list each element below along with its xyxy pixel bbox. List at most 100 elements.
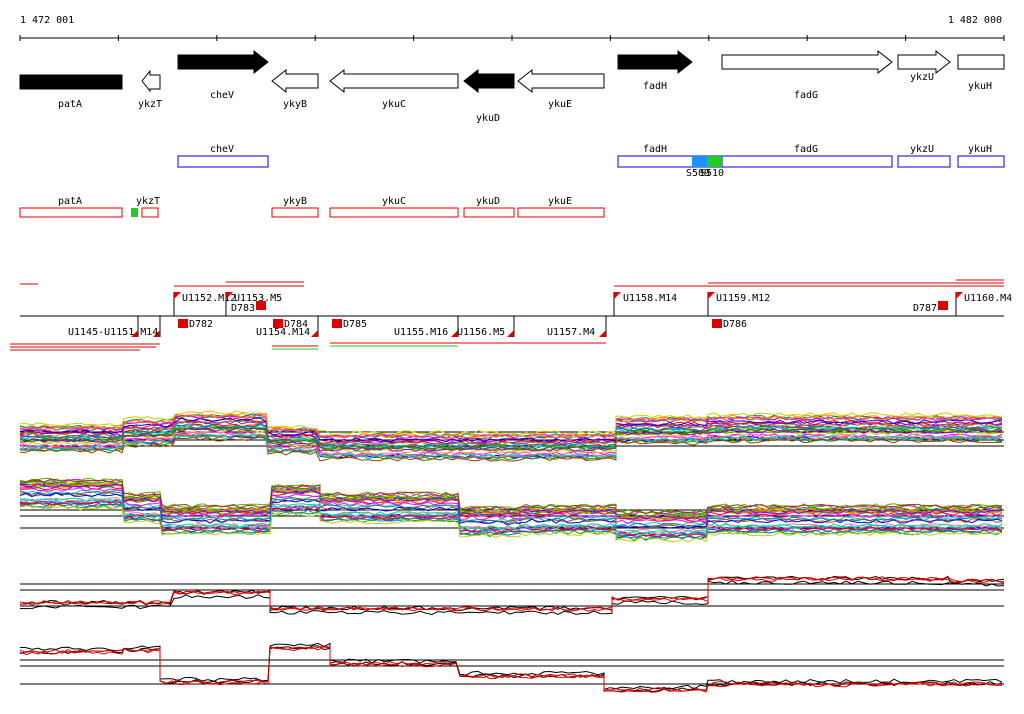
terminator-label[interactable]: D782	[189, 319, 213, 330]
forward-annotation-track: cheV fadH fadG ykzU ykuH S509 S510	[177, 144, 1005, 179]
terminator-label[interactable]: D787	[913, 303, 937, 314]
tu-span-lines	[10, 279, 1004, 351]
blue-box-cheV[interactable]	[177, 155, 269, 168]
tu-label-upper[interactable]: U1152.M12	[182, 293, 236, 304]
terminator-box[interactable]	[712, 319, 722, 328]
expression-profile-line	[19, 487, 1003, 525]
tu-label-lower[interactable]: U1156.M5	[457, 327, 505, 338]
gene-label: cheV	[210, 90, 234, 101]
gene-label: ykuD	[476, 113, 500, 124]
tu-label-lower[interactable]: U1155.M16	[394, 327, 448, 338]
expression-profile-line	[20, 427, 1003, 452]
marker-label-S510: S510	[700, 168, 724, 179]
tu-label-lower[interactable]: U1154.M14	[256, 327, 310, 338]
gene-label: fadH	[643, 81, 667, 92]
gene-arrow-ykzT[interactable]	[141, 69, 161, 93]
axis-start-label: 1 472 001	[20, 15, 74, 26]
blue-box-ykuH[interactable]	[957, 155, 1005, 168]
terminator-label[interactable]: D785	[343, 319, 367, 330]
promoter-flag[interactable]	[311, 330, 318, 337]
promoter-flag[interactable]	[153, 330, 160, 337]
tu-label-upper[interactable]: U1159.M12	[716, 293, 770, 304]
gene-arrow-ykuD[interactable]	[463, 68, 515, 94]
axis-ticks	[19, 35, 1005, 41]
promoter-flag[interactable]	[599, 330, 606, 337]
terminator-box[interactable]	[332, 319, 342, 328]
terminator-label[interactable]: D783	[231, 303, 255, 314]
gene-arrow-ykuE[interactable]	[517, 68, 605, 94]
gene-arrow-fadH[interactable]	[617, 49, 693, 75]
transcription-unit-track: U1152.M12 U1153.M5 D783 U1158.M14 U1159.…	[10, 279, 1012, 351]
tu-label-lower[interactable]: U1145-U1151.M14	[68, 327, 158, 338]
tu-label-lower[interactable]: U1157.M4	[547, 327, 595, 338]
expression-panel-4	[19, 642, 1004, 693]
expression-panel-2	[19, 477, 1004, 543]
expression-profile-line	[19, 478, 1003, 515]
promoter-flag[interactable]	[174, 292, 181, 299]
gene-label: ykzT	[138, 99, 162, 110]
axis-end-label: 1 482 000	[948, 15, 1002, 26]
reverse-annotation-track: patA ykzT ykyB ykuC ykuD ykuE	[19, 196, 605, 218]
expression-profile-line	[19, 580, 1005, 616]
terminator-label[interactable]: D786	[723, 319, 747, 330]
expression-profile-line	[19, 417, 1003, 443]
marker-S509[interactable]	[692, 156, 707, 167]
red-box-patA[interactable]	[19, 207, 123, 218]
red-box-ykzT[interactable]	[141, 207, 159, 218]
expression-profile-line	[19, 576, 1005, 612]
expression-profile-line	[19, 428, 1003, 454]
terminator-box[interactable]	[256, 301, 266, 310]
red-box-label: ykyB	[283, 196, 307, 207]
expression-profile-line	[19, 505, 1002, 543]
expression-profile-line	[19, 434, 1003, 459]
promoter-flag[interactable]	[708, 292, 715, 299]
tu-label-upper[interactable]: U1153.M5	[234, 293, 282, 304]
expression-profile-line	[19, 645, 1003, 693]
expression-profile-line	[19, 413, 1003, 439]
terminator-box[interactable]	[273, 319, 283, 328]
red-box-ykuE[interactable]	[517, 207, 605, 218]
promoter-flag[interactable]	[614, 292, 621, 299]
marker-label-S509: S509	[686, 168, 710, 179]
gene-label: ykzU	[910, 72, 934, 83]
red-box-ykuD[interactable]	[463, 207, 515, 218]
red-box-ykuC[interactable]	[329, 207, 459, 218]
expression-profile-line	[19, 645, 1003, 692]
gene-label: ykuH	[968, 81, 992, 92]
blue-box-fadG[interactable]	[721, 155, 893, 168]
gene-label: ykuE	[548, 99, 572, 110]
gene-arrow-fadG[interactable]	[721, 49, 893, 75]
gene-label: ykuC	[382, 99, 406, 110]
terminator-box[interactable]	[178, 319, 188, 328]
promoter-flag[interactable]	[451, 330, 458, 337]
gene-arrow-ykuC[interactable]	[329, 68, 459, 94]
promoter-flag[interactable]	[507, 330, 514, 337]
expression-profile-line	[19, 426, 1003, 452]
red-box-ykyB[interactable]	[271, 207, 319, 218]
gene-arrow-ykzU[interactable]	[897, 49, 951, 75]
marker-S510[interactable]	[707, 156, 722, 167]
red-track-green-marker[interactable]	[131, 208, 138, 217]
gene-arrow-track: patA ykzT cheV ykyB ykuC ykuD ykuE fadH …	[19, 49, 1005, 124]
gene-arrow-patA[interactable]	[19, 74, 123, 90]
promoter-flag[interactable]	[131, 330, 138, 337]
expression-profile-line	[19, 500, 1003, 538]
blue-box-label: cheV	[210, 144, 234, 155]
expression-profile-line	[19, 410, 1003, 436]
expression-profile-line	[19, 499, 1003, 536]
gene-arrow-cheV[interactable]	[177, 49, 269, 75]
gene-arrow-ykuH[interactable]	[957, 54, 1005, 70]
promoter-flag[interactable]	[956, 292, 963, 299]
expression-panel-1	[19, 410, 1004, 462]
expression-profile-line	[19, 436, 1003, 462]
tu-label-upper[interactable]: U1158.M14	[623, 293, 677, 304]
tu-label-upper[interactable]: U1160.M4	[964, 293, 1012, 304]
blue-box-label: ykzU	[910, 144, 934, 155]
gene-arrow-ykyB[interactable]	[271, 68, 319, 94]
blue-box-ykzU[interactable]	[897, 155, 951, 168]
promoter-flag[interactable]	[226, 292, 233, 299]
expression-profile-line	[19, 433, 1003, 459]
terminator-box[interactable]	[938, 301, 948, 310]
terminator-label[interactable]: D784	[284, 319, 308, 330]
